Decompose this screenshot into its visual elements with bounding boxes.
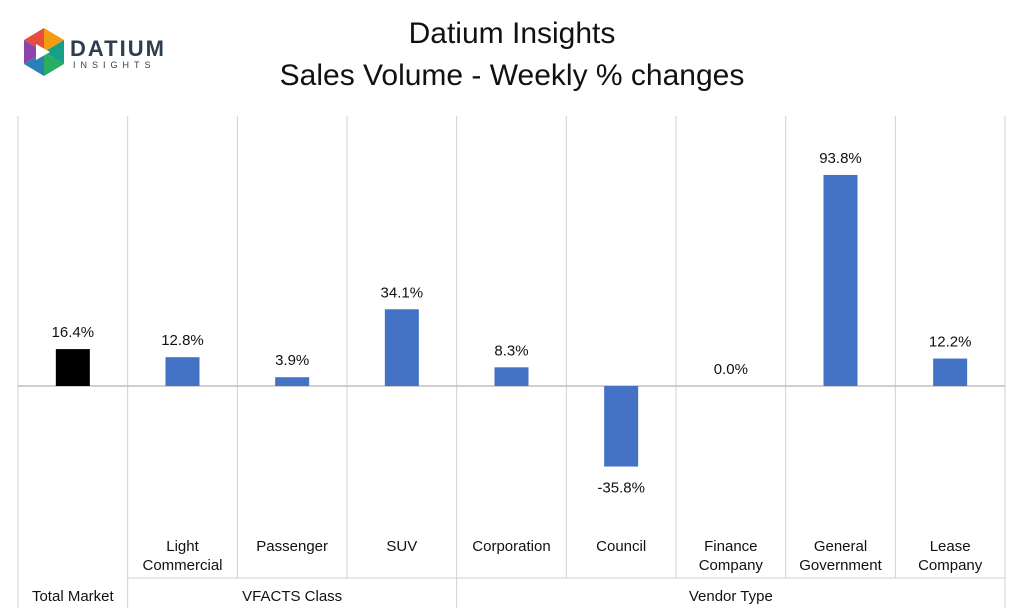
category-label-8: Lease — [930, 538, 971, 555]
category-label-6: Company — [699, 557, 764, 574]
bar-2 — [275, 377, 310, 386]
category-label-1: Commercial — [142, 557, 222, 574]
bar-3 — [384, 309, 419, 386]
chart-subtitle: Sales Volume - Weekly % changes — [279, 59, 745, 92]
data-label-5: -35.8% — [597, 480, 645, 497]
data-label-4: 8.3% — [494, 342, 528, 359]
group-label-2: Vendor Type — [689, 588, 773, 605]
data-label-8: 12.2% — [929, 334, 972, 351]
group-label-1: VFACTS Class — [242, 588, 342, 605]
bar-7 — [823, 174, 858, 386]
bar-4 — [494, 367, 529, 386]
data-label-1: 12.8% — [161, 332, 204, 349]
category-label-3: SUV — [386, 538, 417, 555]
data-label-6: 0.0% — [714, 361, 748, 378]
category-label-5: Council — [596, 538, 646, 555]
logo-tagline: INSIGHTS — [73, 60, 156, 70]
bar-8 — [933, 358, 968, 386]
category-label-2: Passenger — [256, 538, 328, 555]
logo-wordmark: DATIUM — [70, 36, 166, 61]
bar-0 — [55, 349, 90, 386]
bar-1 — [165, 357, 200, 386]
data-label-7: 93.8% — [819, 150, 862, 167]
chart-title: Datium Insights — [408, 17, 616, 50]
data-label-2: 3.9% — [275, 352, 309, 369]
data-label-0: 16.4% — [52, 324, 95, 341]
category-label-6: Finance — [704, 538, 757, 555]
group-label-0: Total Market — [32, 588, 115, 605]
datium-logo: DATIUM INSIGHTS — [20, 26, 170, 82]
category-label-1: Light — [166, 538, 199, 555]
category-label-7: General — [814, 538, 867, 555]
category-label-4: Corporation — [472, 538, 550, 555]
category-label-7: Government — [799, 557, 882, 574]
category-label-8: Company — [918, 557, 983, 574]
data-label-3: 34.1% — [381, 284, 424, 301]
bar-5 — [604, 386, 639, 467]
logo-mark-icon — [24, 28, 64, 76]
